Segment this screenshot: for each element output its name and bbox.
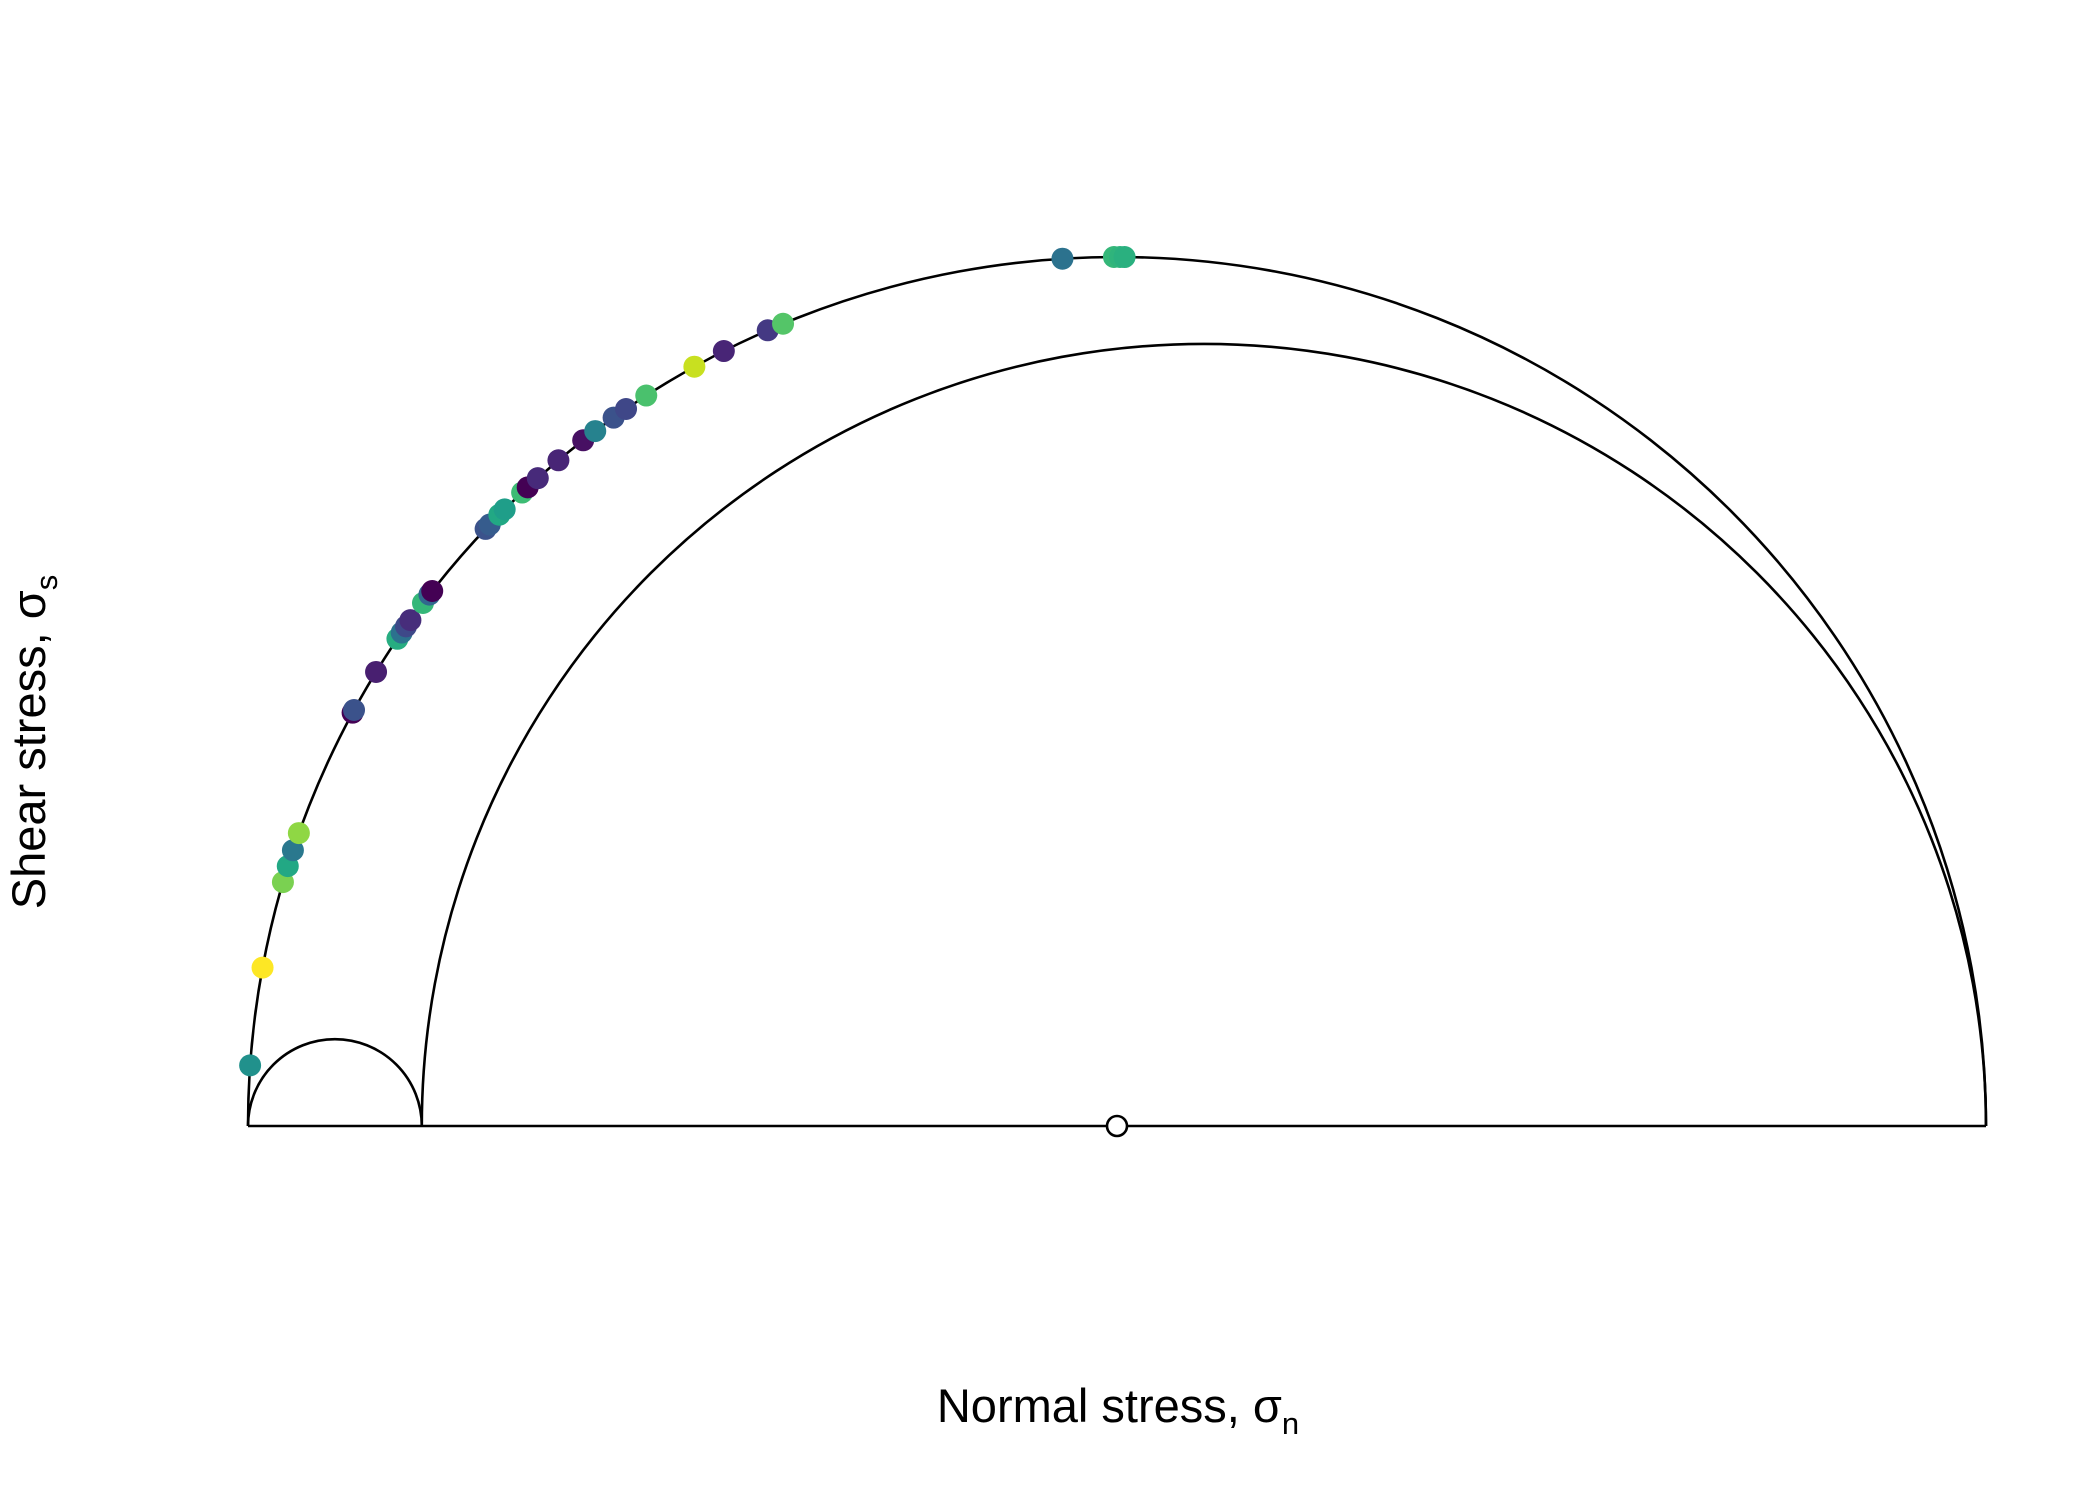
data-point [772, 312, 795, 335]
data-point [239, 1054, 262, 1077]
data-point [343, 699, 366, 722]
data-point [251, 956, 274, 979]
data-point [584, 420, 607, 443]
data-point [712, 340, 735, 363]
markers [1105, 1114, 1129, 1138]
data-point [281, 839, 304, 862]
data-point [1113, 246, 1136, 269]
data-points [239, 246, 1136, 1077]
data-point [526, 467, 549, 490]
data-point [683, 355, 706, 378]
data-point [399, 609, 422, 632]
x-axis-label: Normal stress, σn [937, 1379, 1299, 1441]
data-point [287, 822, 310, 845]
data-point [421, 579, 444, 602]
mohr-circle-sigma1-sigma2 [420, 342, 1988, 1127]
data-point [547, 449, 570, 472]
data-point [1051, 247, 1074, 270]
mean-stress-marker [1105, 1114, 1129, 1138]
data-point [493, 498, 516, 521]
data-point [635, 384, 658, 407]
y-axis-label: Shear stress, σs [2, 575, 64, 909]
data-point [365, 660, 388, 683]
mohr-circle-sigma2-sigma3 [246, 1037, 424, 1127]
data-point [615, 397, 638, 420]
